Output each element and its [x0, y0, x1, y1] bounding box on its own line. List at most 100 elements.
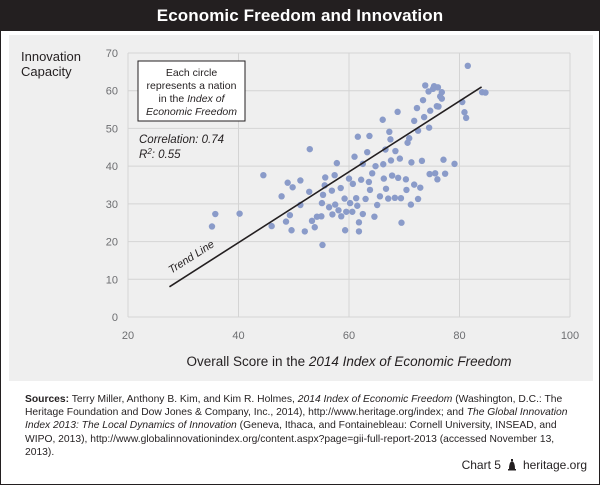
r-squared-text: R2: 0.55 [139, 147, 181, 161]
data-point [282, 218, 290, 225]
data-point [260, 171, 267, 179]
data-point [331, 201, 339, 208]
data-point [322, 174, 329, 181]
data-point [408, 159, 415, 166]
data-point [376, 193, 384, 200]
data-point [355, 228, 363, 235]
data-point [286, 211, 294, 219]
data-point [331, 171, 338, 179]
data-point [397, 195, 405, 202]
data-point [366, 132, 373, 140]
chart-number: Chart 5 [461, 458, 501, 472]
data-point [373, 201, 381, 209]
data-point [431, 170, 439, 177]
x-tick-label: 80 [453, 330, 465, 342]
data-point [380, 175, 388, 182]
data-point [402, 176, 410, 183]
data-point [434, 176, 441, 183]
data-point [343, 208, 350, 215]
data-point [461, 109, 468, 116]
data-point [278, 193, 285, 200]
data-points [208, 62, 489, 249]
data-point [318, 199, 326, 207]
y-axis-label: Innovation [21, 49, 81, 64]
x-axis-label: Overall Score in the 2014 Index of Econo… [187, 354, 512, 369]
data-point [284, 179, 291, 186]
data-point [319, 191, 327, 199]
data-point [306, 188, 313, 195]
sources-text-1: Terry Miller, Anthony B. Kim, and Kim R.… [69, 394, 298, 405]
site-name[interactable]: heritage.org [522, 458, 587, 472]
data-point [352, 195, 360, 202]
trend-line-label: Trend Line [167, 238, 217, 276]
x-tick-label: 40 [232, 330, 244, 342]
x-tick-label: 60 [343, 330, 355, 342]
data-point [394, 108, 401, 116]
data-point [341, 227, 349, 234]
y-axis-label: Capacity [21, 64, 72, 79]
data-point [435, 103, 442, 110]
y-tick-label: 70 [106, 48, 118, 60]
y-tick-label: 0 [112, 312, 118, 324]
data-point [345, 175, 353, 182]
data-point [410, 117, 418, 125]
data-point [236, 210, 243, 217]
data-point [366, 186, 374, 194]
data-point [349, 180, 357, 188]
data-point [434, 84, 442, 91]
data-point [349, 208, 356, 215]
scatter-plot: 0 10 20 30 40 50 60 70 20 40 60 80 100 Trend Line In… [21, 48, 579, 369]
data-point [396, 155, 404, 162]
data-point [337, 184, 344, 192]
data-point [392, 147, 399, 155]
data-point [440, 156, 447, 163]
data-point [388, 172, 396, 179]
data-point [482, 89, 489, 96]
data-point [212, 210, 219, 218]
data-point [422, 82, 429, 89]
trend-line [169, 86, 483, 288]
data-point [308, 217, 316, 225]
data-point [420, 113, 428, 121]
data-point [354, 202, 361, 209]
data-point [427, 107, 434, 114]
y-tick-label: 30 [106, 199, 118, 211]
correlation-text: Correlation: 0.74 [139, 134, 224, 146]
data-point [386, 128, 393, 136]
data-point [289, 184, 296, 191]
title-bar: Economic Freedom and Innovation [1, 1, 599, 31]
data-point [306, 145, 313, 153]
note-text: Economic Freedom [146, 106, 237, 118]
data-point [351, 153, 358, 160]
data-point [387, 157, 395, 164]
data-point [338, 213, 345, 220]
data-point [385, 195, 392, 202]
data-point [346, 199, 354, 207]
data-point [403, 186, 410, 194]
data-point [357, 176, 365, 183]
data-point [364, 148, 371, 156]
data-point [391, 194, 399, 202]
sources-label: Sources: [25, 394, 70, 405]
data-point [407, 201, 415, 208]
data-point [354, 133, 362, 140]
data-point [301, 228, 308, 235]
data-point [464, 62, 471, 70]
data-point [325, 204, 333, 211]
data-point [359, 210, 367, 218]
data-point [318, 213, 325, 220]
data-point [268, 222, 275, 230]
data-point [371, 213, 378, 220]
data-point [441, 170, 449, 177]
note-text: in the Index of [159, 93, 226, 105]
data-point [311, 224, 318, 231]
liberty-bell-icon [507, 459, 516, 471]
data-point [438, 89, 446, 96]
data-point [372, 162, 379, 170]
data-point [329, 211, 336, 218]
data-point [379, 116, 386, 123]
sources-text-2: (Washington, D.C.: The Heritage Foundati… [25, 394, 563, 419]
note-box [137, 60, 246, 122]
data-point [394, 174, 402, 182]
